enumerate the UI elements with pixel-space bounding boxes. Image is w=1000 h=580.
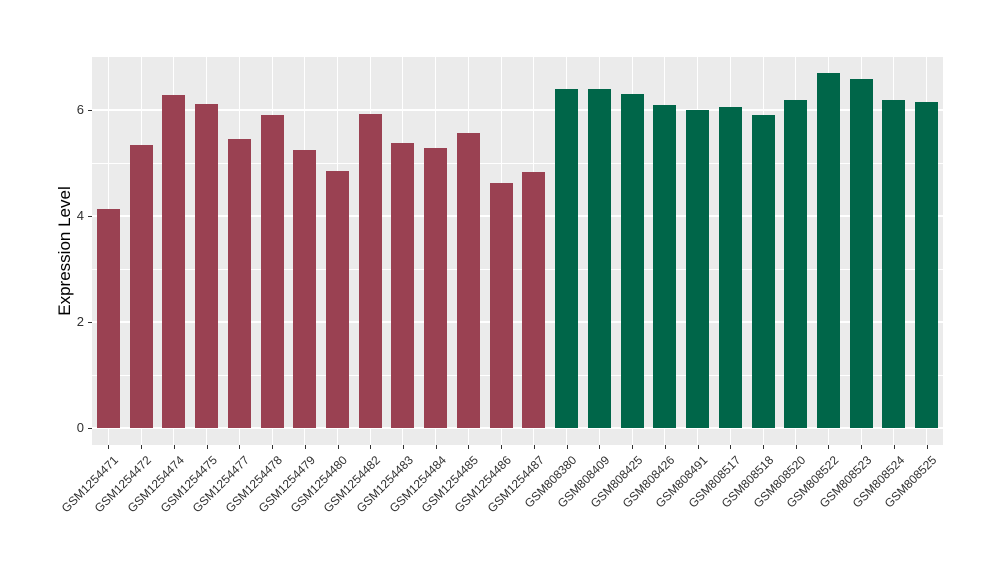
x-tick-mark — [501, 445, 503, 449]
bar-GSM1254485 — [456, 132, 480, 428]
bar-GSM808522 — [816, 73, 840, 428]
bar-GSM1254474 — [162, 94, 186, 428]
bar-GSM1254477 — [227, 139, 251, 428]
x-tick-mark — [632, 445, 634, 449]
bar-GSM808518 — [751, 115, 775, 428]
y-tick-label: 4 — [76, 207, 84, 223]
bar-GSM1254486 — [489, 183, 513, 428]
x-tick-mark — [435, 445, 437, 449]
major-gridline — [92, 109, 943, 111]
bar-GSM1254472 — [129, 145, 153, 428]
bar-GSM808525 — [915, 102, 939, 428]
bar-GSM808524 — [882, 100, 906, 428]
bar-GSM1254475 — [195, 103, 219, 428]
x-tick-mark — [468, 445, 470, 449]
bar-GSM1254479 — [293, 149, 317, 428]
x-tick-mark — [304, 445, 306, 449]
y-tick-label: 2 — [76, 313, 84, 329]
bar-GSM1254487 — [522, 171, 546, 428]
x-tick-mark — [893, 445, 895, 449]
bar-GSM1254471 — [96, 209, 120, 428]
bar-GSM1254483 — [391, 143, 415, 428]
x-tick-mark — [599, 445, 601, 449]
bar-GSM808491 — [686, 110, 709, 428]
x-tick-mark — [206, 445, 208, 449]
major-gridline — [92, 214, 943, 217]
y-tick-mark — [88, 110, 92, 111]
minor-gridline — [92, 374, 943, 376]
x-tick-mark — [697, 445, 699, 449]
x-tick-mark — [402, 445, 404, 449]
x-tick-mark — [108, 445, 110, 449]
x-tick-mark — [337, 445, 339, 449]
y-axis-title: Expression Level — [55, 186, 74, 316]
bar-GSM808426 — [653, 105, 677, 428]
x-tick-mark — [664, 445, 666, 449]
x-tick-mark — [370, 445, 372, 449]
bar-GSM808517 — [718, 107, 742, 428]
bar-GSM808523 — [849, 79, 873, 428]
bar-GSM1254482 — [358, 114, 382, 428]
y-tick-mark — [88, 321, 92, 323]
x-tick-mark — [730, 445, 732, 449]
bar-GSM808520 — [784, 100, 808, 428]
x-tick-mark — [173, 445, 175, 449]
x-tick-mark — [926, 445, 928, 449]
x-tick-mark — [272, 445, 273, 449]
major-gridline — [92, 320, 943, 323]
x-tick-mark — [141, 445, 143, 449]
minor-gridline — [92, 162, 943, 164]
major-gridline — [92, 426, 943, 429]
x-tick-mark — [533, 445, 535, 449]
x-tick-mark — [566, 445, 568, 449]
minor-gridline — [92, 268, 943, 270]
plot-panel — [92, 57, 943, 445]
bar-GSM808409 — [587, 88, 611, 428]
y-tick-label: 6 — [76, 102, 84, 117]
bar-GSM1254480 — [326, 171, 349, 428]
y-tick-label: 0 — [76, 419, 84, 435]
bar-GSM1254484 — [424, 147, 448, 428]
x-tick-mark — [795, 445, 797, 449]
x-tick-mark — [861, 445, 863, 449]
y-tick-mark — [88, 215, 92, 217]
bar-GSM808380 — [555, 88, 579, 428]
x-tick-mark — [763, 445, 764, 449]
bar-GSM1254478 — [260, 115, 284, 428]
x-tick-mark — [828, 445, 830, 449]
x-tick-mark — [239, 445, 241, 449]
y-tick-mark — [88, 427, 92, 429]
bar-GSM808425 — [620, 93, 644, 428]
